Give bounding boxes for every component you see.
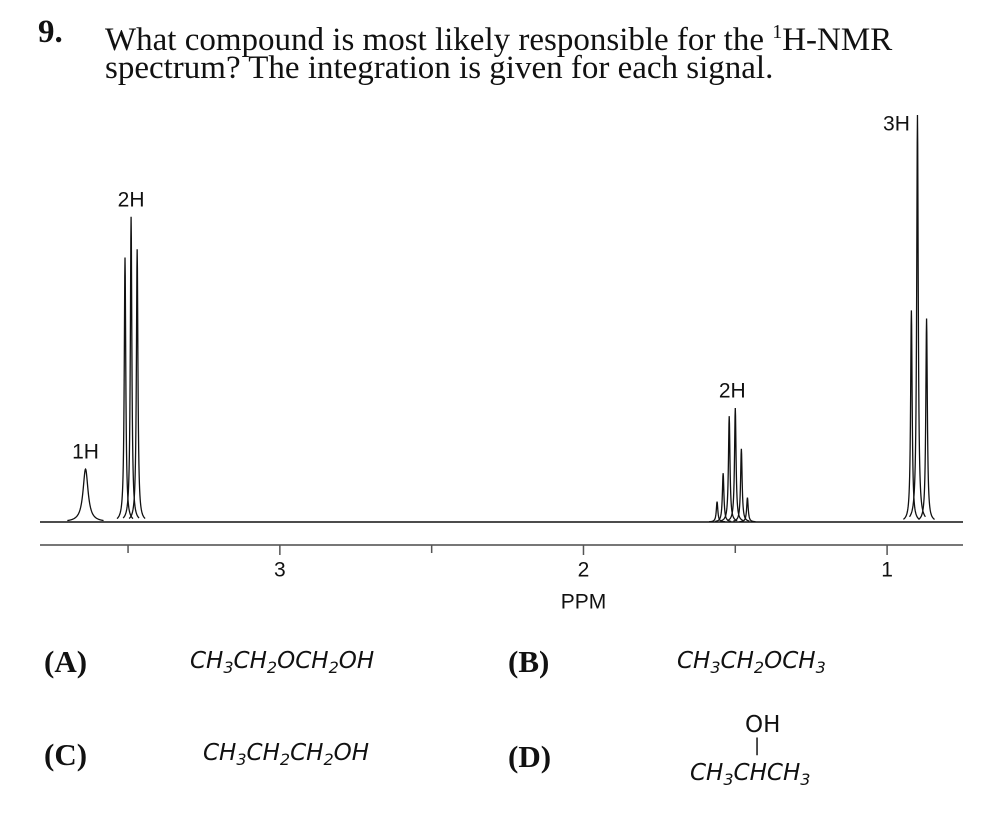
peak	[727, 408, 744, 522]
question-line: spectrum? The integration is given for e…	[105, 50, 774, 86]
peak	[122, 216, 140, 519]
question-text: H-NMR	[782, 22, 893, 58]
integration-label: 1H	[72, 441, 99, 464]
integration-label: 2H	[719, 380, 746, 403]
peak	[67, 468, 104, 522]
superscript: 1	[772, 21, 783, 43]
bond: |	[754, 735, 761, 756]
peak	[715, 473, 732, 523]
option-letter: (C)	[44, 737, 88, 772]
substituent: OH	[745, 712, 781, 738]
integration-label: 2H	[118, 188, 145, 211]
option-letter: (D)	[508, 739, 552, 774]
peak	[128, 249, 146, 519]
question-number: 9.	[38, 14, 63, 50]
question-line: What compound is most likely responsible…	[105, 14, 892, 58]
formula: CH3CH2OCH3	[677, 648, 826, 677]
peak	[116, 257, 134, 520]
peak	[903, 310, 920, 520]
question-text: What compound is most likely responsible…	[105, 22, 773, 58]
option-letter: (A)	[44, 644, 88, 679]
x-tick-label: 1	[881, 559, 893, 582]
x-tick-label: 2	[578, 559, 590, 582]
peak	[918, 318, 935, 520]
integration-label: 3H	[883, 113, 910, 136]
option-letter: (B)	[508, 644, 550, 679]
peak	[739, 497, 756, 523]
peak	[709, 501, 726, 523]
x-tick-label: 3	[274, 559, 286, 582]
x-axis-label: PPM	[561, 591, 607, 614]
formula: CH3CH2CH2OH	[203, 740, 370, 769]
peak	[733, 448, 750, 522]
peak	[720, 416, 738, 522]
formula: CH3CH2OCH2OH	[190, 648, 375, 677]
formula: CH3CHCH3	[690, 760, 811, 789]
